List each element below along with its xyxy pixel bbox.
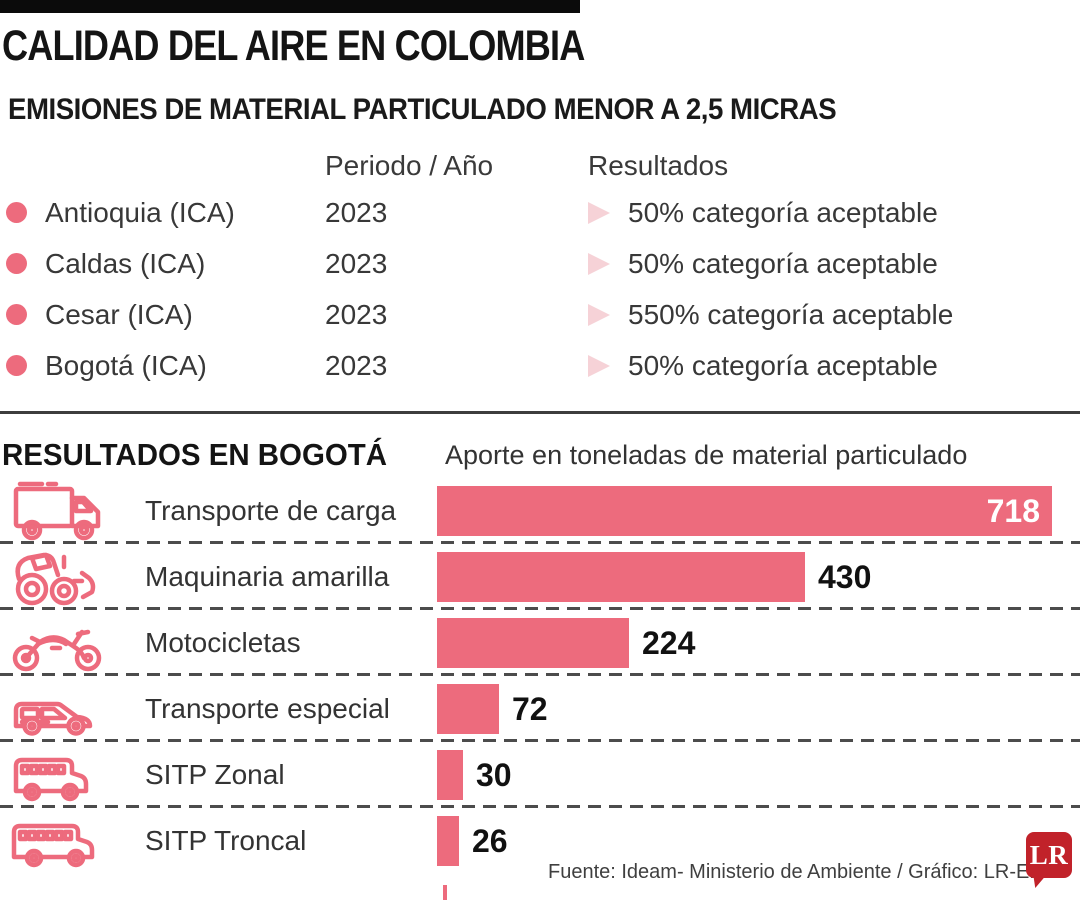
chart-axis-label: Aporte en toneladas de material particul… — [445, 440, 968, 470]
chart-value-label: 72 — [512, 691, 548, 727]
cargo-truck-icon — [0, 480, 145, 542]
bullet-dot-icon — [6, 355, 27, 376]
top-black-bar — [0, 0, 580, 13]
chart-bar — [437, 750, 463, 800]
section-divider — [0, 411, 1080, 414]
motorcycle-icon — [0, 614, 145, 672]
chart-value-label: 224 — [642, 625, 696, 661]
cropped-bar-fragment — [443, 885, 447, 900]
table-row: Caldas (ICA) 2023 50% categoría aceptabl… — [0, 248, 1080, 284]
bus-icon — [0, 745, 145, 805]
chart-value-label: 430 — [818, 559, 872, 595]
chart-bar — [437, 684, 499, 734]
lr-logo-text: LR — [1029, 839, 1069, 870]
table-row: Antioquia (ICA) 2023 50% categoría acept… — [0, 197, 1080, 233]
chart-category-label: SITP Zonal — [145, 759, 285, 790]
chart-category-label: SITP Troncal — [145, 825, 307, 856]
result-value: 50% categoría aceptable — [628, 248, 938, 279]
bullet-dot-icon — [6, 253, 27, 274]
chart-category-label: Transporte de carga — [145, 495, 397, 526]
period-value: 2023 — [325, 197, 388, 228]
region-label: Caldas (ICA) — [45, 248, 206, 279]
bar-chart: Transporte de carga 718 Maquinaria amarill… — [0, 478, 1080, 874]
chart-row: Maquinaria amarilla 430 — [0, 544, 1080, 610]
region-label: Bogotá (ICA) — [45, 350, 207, 381]
van-icon — [0, 679, 145, 739]
lr-logo: LR — [1026, 832, 1072, 878]
chart-row: SITP Zonal 30 — [0, 742, 1080, 808]
page-subtitle: EMISIONES DE MATERIAL PARTICULADO MENOR … — [8, 93, 837, 126]
result-value: 50% categoría aceptable — [628, 197, 938, 228]
table-row: Bogotá (ICA) 2023 50% categoría aceptabl… — [0, 350, 1080, 386]
period-value: 2023 — [325, 299, 388, 330]
chart-bar — [437, 618, 629, 668]
chart-category-label: Transporte especial — [145, 693, 390, 724]
bullet-dot-icon — [6, 304, 27, 325]
chart-row: Motocicletas 224 — [0, 610, 1080, 676]
arrow-right-icon — [588, 202, 610, 224]
page-title: CALIDAD DEL AIRE EN COLOMBIA — [2, 22, 585, 70]
chart-value-label: 26 — [472, 823, 508, 859]
bullet-dot-icon — [6, 202, 27, 223]
source-credit: Fuente: Ideam- Ministerio de Ambiente / … — [548, 861, 1044, 883]
arrow-right-icon — [588, 253, 610, 275]
result-value: 550% categoría aceptable — [628, 299, 954, 330]
chart-row: Transporte especial 72 — [0, 676, 1080, 742]
period-value: 2023 — [325, 248, 388, 279]
region-label: Antioquia (ICA) — [45, 197, 235, 228]
chart-value-label: 718 — [986, 493, 1040, 529]
table-row: Cesar (ICA) 2023 550% categoría aceptabl… — [0, 299, 1080, 335]
front-loader-icon — [0, 545, 145, 609]
chart-category-label: Maquinaria amarilla — [145, 561, 390, 592]
arrow-right-icon — [588, 304, 610, 326]
chart-bar — [437, 816, 459, 866]
column-header-results: Resultados — [588, 150, 729, 181]
chart-bar — [437, 552, 805, 602]
chart-bar: 718 — [437, 486, 1052, 536]
chart-category-label: Motocicletas — [145, 627, 301, 658]
result-value: 50% categoría aceptable — [628, 350, 938, 381]
long-bus-icon — [0, 811, 145, 871]
bogota-heading: RESULTADOS EN BOGOTÁ — [2, 437, 388, 472]
chart-row: Transporte de carga 718 — [0, 478, 1080, 544]
period-value: 2023 — [325, 350, 388, 381]
region-label: Cesar (ICA) — [45, 299, 193, 330]
chart-value-label: 30 — [476, 757, 512, 793]
arrow-right-icon — [588, 355, 610, 377]
column-header-period: Periodo / Año — [325, 150, 494, 181]
chart-row: SITP Troncal 26 — [0, 808, 1080, 874]
